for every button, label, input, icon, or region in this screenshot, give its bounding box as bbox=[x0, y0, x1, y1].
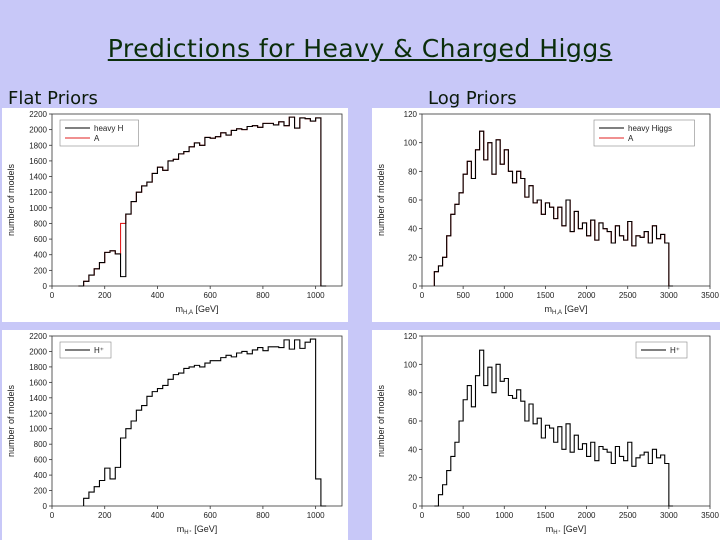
y-tick-label: 60 bbox=[408, 417, 417, 426]
x-tick-label: 3500 bbox=[701, 291, 719, 300]
y-tick-label: 20 bbox=[408, 253, 417, 262]
y-tick-label: 80 bbox=[408, 389, 417, 398]
y-tick-label: 1000 bbox=[29, 425, 47, 434]
x-axis-label: mH⁺ [GeV] bbox=[177, 524, 218, 536]
y-tick-label: 1800 bbox=[29, 141, 47, 150]
y-tick-label: 600 bbox=[34, 456, 48, 465]
x-tick-label: 1000 bbox=[495, 511, 513, 520]
flat-priors-label: Flat Priors bbox=[8, 88, 98, 109]
x-tick-label: 0 bbox=[50, 511, 55, 520]
y-axis-label: number of models bbox=[376, 163, 386, 236]
y-tick-label: 0 bbox=[43, 502, 48, 511]
y-tick-label: 2000 bbox=[29, 126, 47, 135]
x-tick-label: 1500 bbox=[537, 511, 555, 520]
y-axis-label: number of models bbox=[6, 163, 16, 236]
y-tick-label: 2200 bbox=[29, 332, 47, 341]
legend-entry: A bbox=[628, 134, 634, 143]
y-tick-label: 1600 bbox=[29, 378, 47, 387]
x-tick-label: 3000 bbox=[660, 291, 678, 300]
legend-box bbox=[593, 119, 695, 147]
y-tick-label: 40 bbox=[408, 445, 417, 454]
y-tick-label: 80 bbox=[408, 167, 417, 176]
x-tick-label: 1000 bbox=[307, 511, 325, 520]
chart-heavy-higgs-log: 0 500 1000 1500 2000 2500 3000 3500 0 20 40 60 80 100… bbox=[372, 108, 720, 322]
y-tick-label: 2200 bbox=[29, 110, 47, 119]
y-axis-label: number of models bbox=[376, 384, 386, 457]
y-tick-label: 60 bbox=[408, 196, 417, 205]
x-tick-label: 0 bbox=[420, 511, 425, 520]
x-tick-label: 800 bbox=[256, 291, 270, 300]
x-tick-label: 400 bbox=[151, 511, 165, 520]
y-tick-label: 800 bbox=[34, 440, 48, 449]
y-tick-label: 120 bbox=[404, 332, 418, 341]
y-tick-label: 400 bbox=[34, 251, 48, 260]
y-tick-label: 1600 bbox=[29, 157, 47, 166]
x-tick-label: 1500 bbox=[537, 291, 555, 300]
y-tick-label: 0 bbox=[43, 282, 48, 291]
x-tick-label: 400 bbox=[151, 291, 165, 300]
y-tick-label: 1000 bbox=[29, 204, 47, 213]
legend-entry: H⁺ bbox=[670, 346, 680, 355]
y-tick-label: 0 bbox=[413, 502, 418, 511]
x-tick-label: 500 bbox=[456, 291, 470, 300]
legend-entry: heavy Higgs bbox=[628, 124, 672, 133]
series-line-heavy-h bbox=[78, 116, 327, 287]
y-tick-label: 1400 bbox=[29, 394, 47, 403]
x-tick-label: 0 bbox=[420, 291, 425, 300]
y-tick-label: 20 bbox=[408, 474, 417, 483]
y-tick-label: 1400 bbox=[29, 173, 47, 182]
y-tick-label: 800 bbox=[34, 219, 48, 228]
plot-frame bbox=[421, 335, 711, 507]
x-tick-label: 600 bbox=[204, 511, 218, 520]
y-tick-label: 40 bbox=[408, 225, 417, 234]
x-axis-label: mH,A [GeV] bbox=[175, 304, 218, 316]
x-tick-label: 2000 bbox=[578, 511, 596, 520]
y-tick-label: 100 bbox=[404, 360, 418, 369]
series-line-heavy-higgs bbox=[433, 130, 673, 287]
plot-frame bbox=[51, 113, 343, 287]
x-tick-label: 200 bbox=[98, 291, 112, 300]
legend-box bbox=[59, 119, 139, 147]
x-tick-label: 600 bbox=[204, 291, 218, 300]
y-tick-label: 2000 bbox=[29, 347, 47, 356]
y-tick-label: 600 bbox=[34, 235, 48, 244]
legend-entry: H⁺ bbox=[94, 346, 104, 355]
x-tick-label: 500 bbox=[456, 511, 470, 520]
x-tick-label: 0 bbox=[50, 291, 55, 300]
x-tick-label: 2500 bbox=[619, 511, 637, 520]
y-tick-label: 200 bbox=[34, 266, 48, 275]
y-tick-label: 1800 bbox=[29, 363, 47, 372]
legend-entry: heavy H bbox=[94, 124, 124, 133]
plot-frame bbox=[51, 335, 343, 507]
legend-entry: A bbox=[94, 134, 100, 143]
x-tick-label: 1000 bbox=[307, 291, 325, 300]
y-tick-label: 100 bbox=[404, 139, 418, 148]
y-tick-label: 200 bbox=[34, 487, 48, 496]
chart-heavy-higgs-flat: 0 200 400 600 800 1000 0 200 400 600 800 1000 1200 14… bbox=[2, 108, 348, 322]
x-tick-label: 800 bbox=[256, 511, 270, 520]
log-priors-label: Log Priors bbox=[428, 88, 517, 109]
x-tick-label: 2000 bbox=[578, 291, 596, 300]
x-tick-label: 3500 bbox=[701, 511, 719, 520]
y-tick-label: 1200 bbox=[29, 409, 47, 418]
x-tick-label: 3000 bbox=[660, 511, 678, 520]
series-line-h- bbox=[434, 349, 673, 507]
chart-charged-higgs-log: 0 500 1000 1500 2000 2500 3000 3500 0 20 40 60 80 100… bbox=[372, 330, 720, 540]
x-axis-label: mH,A [GeV] bbox=[544, 304, 587, 316]
series-line-h- bbox=[83, 338, 327, 507]
y-tick-label: 1200 bbox=[29, 188, 47, 197]
x-axis-label: mH⁺ [GeV] bbox=[546, 524, 587, 536]
slide-title: Predictions for Heavy & Charged Higgs bbox=[107, 34, 613, 63]
x-tick-label: 200 bbox=[98, 511, 112, 520]
y-axis-label: number of models bbox=[6, 384, 16, 457]
y-tick-label: 0 bbox=[413, 282, 418, 291]
chart-charged-higgs-flat: 0 200 400 600 800 1000 0 200 400 600 800 1000 1200 14… bbox=[2, 330, 348, 540]
x-tick-label: 1000 bbox=[495, 291, 513, 300]
x-tick-label: 2500 bbox=[619, 291, 637, 300]
y-tick-label: 120 bbox=[404, 110, 418, 119]
y-tick-label: 400 bbox=[34, 471, 48, 480]
